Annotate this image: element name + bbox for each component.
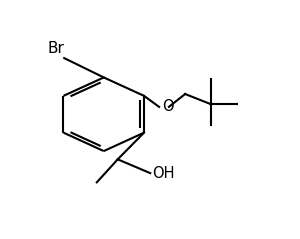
Text: OH: OH: [153, 166, 175, 181]
Text: O: O: [162, 99, 173, 114]
Text: Br: Br: [48, 40, 65, 55]
